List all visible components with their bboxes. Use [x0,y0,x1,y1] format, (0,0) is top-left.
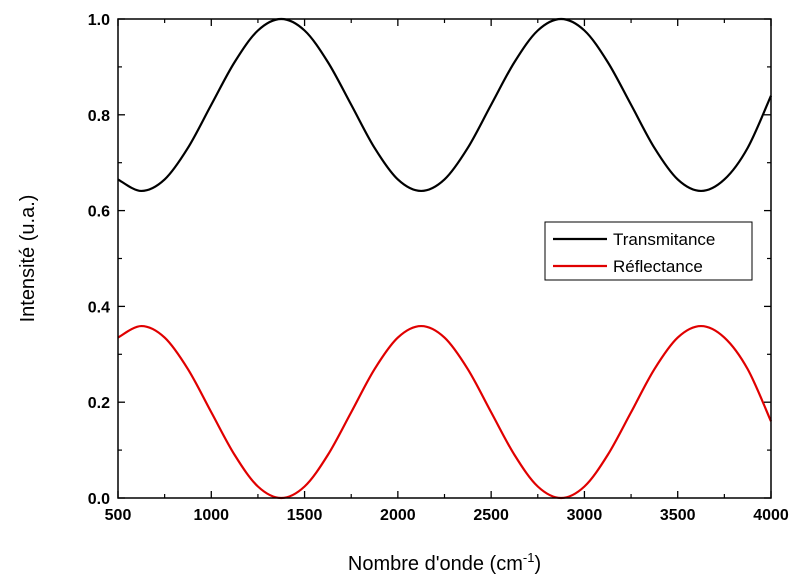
series-layer [117,17,773,500]
x-tick-label: 1000 [193,507,229,524]
y-tick-label: 0.0 [88,491,110,508]
x-tick-label: 4000 [753,507,789,524]
y-tick-label: 0.6 [88,204,110,221]
x-axis-title-main: Nombre d'onde (cm [348,553,523,575]
axis-ticks: 500 1000 1500 2000 2500 3000 3500 4000 0.0 0.2 0.4… [88,12,789,524]
x-tick-label: 500 [105,507,132,524]
legend-box [544,221,753,281]
x-axis-title: Nombre d'onde (cm-1) [348,550,541,575]
y-tick-label: 0.4 [88,299,110,316]
x-tick-label: 3000 [567,507,603,524]
x-tick-label: 1500 [287,507,323,524]
y-tick-label: 0.8 [88,108,110,125]
y-tick-label: 1.0 [88,12,110,29]
legend-label: Réflectance [613,257,703,276]
series-line-reflectance [117,324,773,500]
legend-label: Transmitance [613,230,715,249]
y-axis-title: Intensité (u.a.) [17,195,39,323]
y-tick-label: 0.2 [88,395,110,412]
series-line-transmitance [117,17,773,193]
x-tick-label: 2500 [473,507,509,524]
legend: Transmitance Réflectance [544,221,753,281]
x-axis-title-superscript: -1 [523,550,535,565]
x-tick-label: 3500 [660,507,696,524]
x-axis-title-end: ) [534,553,541,575]
x-tick-label: 2000 [380,507,416,524]
